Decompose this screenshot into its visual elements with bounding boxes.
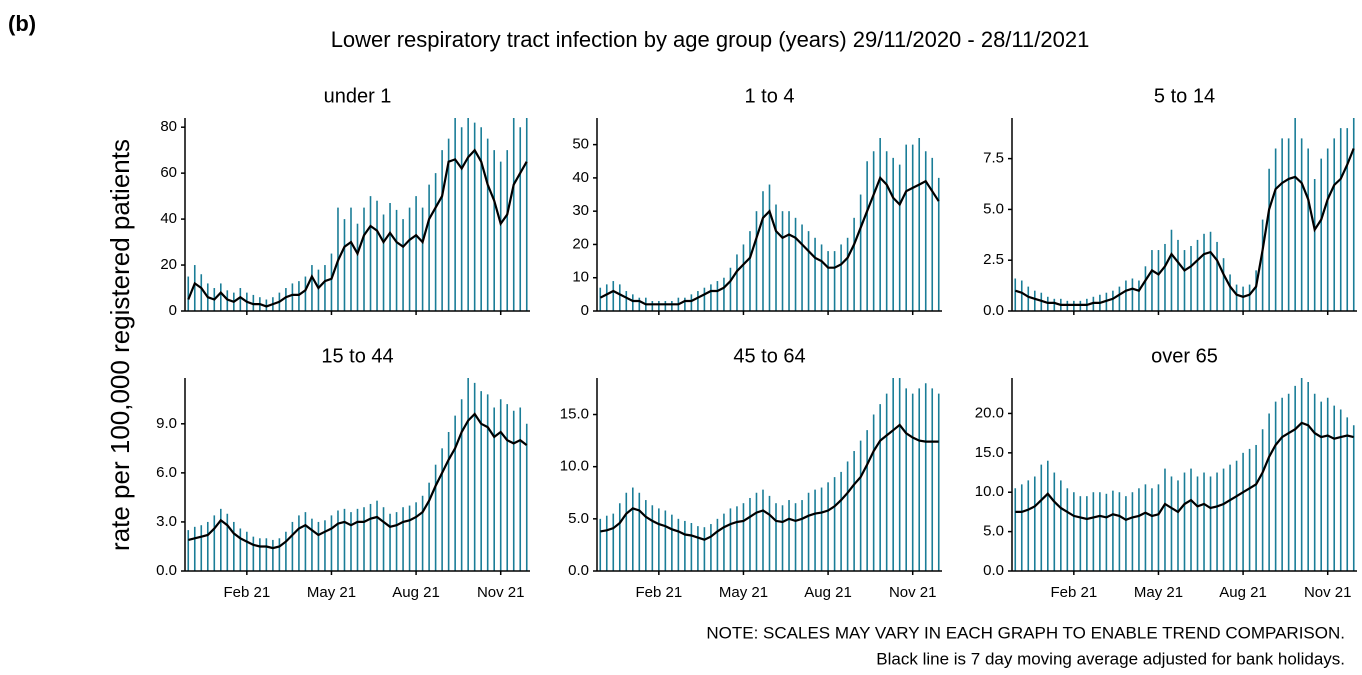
moving-average-line	[1014, 148, 1355, 306]
moving-average-line	[600, 423, 939, 541]
y-tick-label: 6.0	[156, 464, 177, 481]
x-tick-label: Feb 21	[223, 584, 270, 601]
y-tick-label: 0.0	[983, 302, 1004, 319]
y-tick-label: 3.0	[156, 513, 177, 530]
moving-average-line	[1015, 421, 1354, 522]
x-tick-label: Aug 21	[804, 584, 852, 601]
x-tick-label: Feb 21	[1050, 584, 1097, 601]
note: Black line is 7 day moving average adjus…	[876, 649, 1345, 668]
y-tick-label: 10.0	[560, 458, 589, 475]
y-tick-label: 60	[160, 164, 177, 181]
x-tick-label: May 21	[1134, 584, 1183, 601]
y-tick-label: 15.0	[975, 444, 1004, 461]
x-tick-label: Nov 21	[889, 584, 937, 601]
y-tick-label: 7.5	[983, 150, 1004, 167]
panel-title: under 1	[324, 85, 392, 107]
y-axis-label: rate per 100,000 registered patients	[105, 139, 135, 551]
y-tick-label: 0.0	[983, 562, 1004, 579]
panel-title: 1 to 4	[744, 85, 794, 107]
panel-title: 15 to 44	[321, 345, 393, 367]
x-tick-label: Aug 21	[392, 584, 440, 601]
x-tick-label: Aug 21	[1219, 584, 1267, 601]
y-tick-label: 15.0	[560, 405, 589, 422]
y-tick-label: 10.0	[975, 483, 1004, 500]
panel-title: over 65	[1151, 345, 1218, 367]
y-tick-label: 0	[581, 302, 589, 319]
y-tick-label: 50	[572, 136, 589, 153]
x-tick-label: May 21	[719, 584, 768, 601]
x-tick-label: Nov 21	[477, 584, 525, 601]
y-tick-label: 40	[160, 210, 177, 227]
x-tick-label: Nov 21	[1304, 584, 1352, 601]
y-tick-label: 40	[572, 169, 589, 186]
panel-title: 5 to 14	[1154, 85, 1215, 107]
y-tick-label: 20.0	[975, 404, 1004, 421]
y-tick-label: 30	[572, 202, 589, 219]
chart-title: Lower respiratory tract infection by age…	[331, 27, 1090, 52]
y-tick-label: 5.0	[568, 510, 589, 527]
moving-average-line	[599, 175, 940, 306]
figure-label: (b)	[8, 11, 36, 36]
y-tick-label: 0	[169, 302, 177, 319]
x-tick-label: Feb 21	[635, 584, 682, 601]
y-tick-label: 0.0	[156, 562, 177, 579]
x-tick-label: May 21	[307, 584, 356, 601]
moving-average-line	[187, 148, 528, 308]
y-tick-label: 20	[160, 256, 177, 273]
y-tick-label: 0.0	[568, 562, 589, 579]
y-tick-label: 10	[572, 269, 589, 286]
panel-title: 45 to 64	[733, 345, 805, 367]
y-tick-label: 9.0	[156, 415, 177, 432]
y-tick-label: 5.0	[983, 523, 1004, 540]
y-tick-label: 20	[572, 235, 589, 252]
moving-average-line	[188, 412, 528, 550]
y-tick-label: 80	[160, 118, 177, 135]
note: NOTE: SCALES MAY VARY IN EACH GRAPH TO E…	[706, 623, 1345, 642]
y-tick-label: 5.0	[983, 200, 1004, 217]
y-tick-label: 2.5	[983, 251, 1004, 268]
